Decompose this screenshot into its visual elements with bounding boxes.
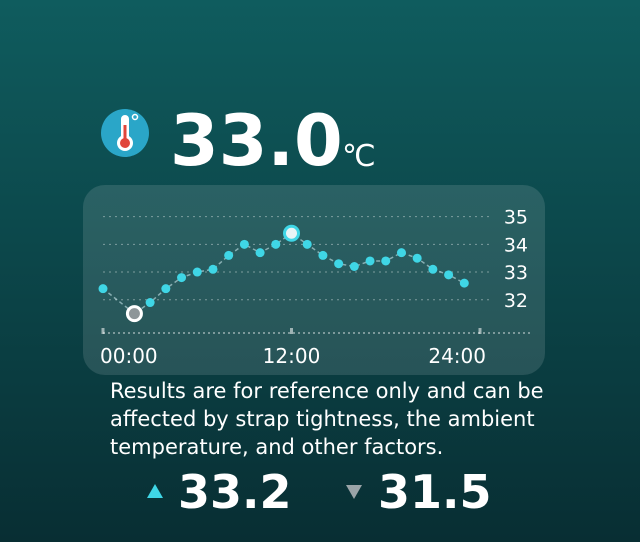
point — [444, 270, 454, 280]
point — [318, 250, 328, 260]
point — [145, 298, 155, 308]
note-line: temperature, and other factors. — [110, 435, 443, 459]
high-icon — [147, 484, 163, 498]
point — [224, 250, 234, 260]
max-point — [283, 224, 300, 242]
min-point — [125, 305, 143, 323]
point — [365, 256, 375, 266]
chart-panel — [83, 185, 545, 375]
low-icon — [346, 485, 362, 499]
y-tick-label: 33 — [504, 262, 528, 284]
point — [255, 248, 265, 258]
point — [302, 239, 312, 249]
point — [177, 273, 187, 283]
note-line: affected by strap tightness, the ambient — [110, 407, 535, 431]
y-tick-label: 35 — [504, 207, 528, 229]
low-value: 31.5 — [378, 465, 492, 519]
point — [239, 239, 249, 249]
temperature: 33.0 — [170, 100, 343, 182]
x-tick-label: 24:00 — [428, 344, 486, 368]
point — [381, 256, 391, 266]
point — [98, 284, 108, 294]
point — [396, 248, 406, 258]
point — [428, 264, 438, 274]
y-tick-label: 34 — [504, 234, 528, 256]
point — [334, 259, 344, 269]
y-tick-label: 32 — [504, 290, 528, 312]
chart: 32 33 34 35 00:00 12:00 24:00 — [98, 207, 530, 368]
x-tick-label: 00:00 — [100, 344, 158, 368]
high-value: 33.2 — [178, 465, 292, 519]
point — [459, 278, 469, 288]
point — [208, 264, 218, 274]
point — [192, 267, 202, 277]
point — [349, 262, 359, 271]
point — [271, 239, 281, 249]
point — [161, 284, 171, 294]
point — [412, 253, 422, 263]
thermometer-icon — [101, 109, 149, 157]
x-tick-label: 12:00 — [263, 344, 321, 368]
note-line: Results are for reference only and can b… — [110, 379, 544, 403]
unit: ℃ — [342, 139, 376, 174]
